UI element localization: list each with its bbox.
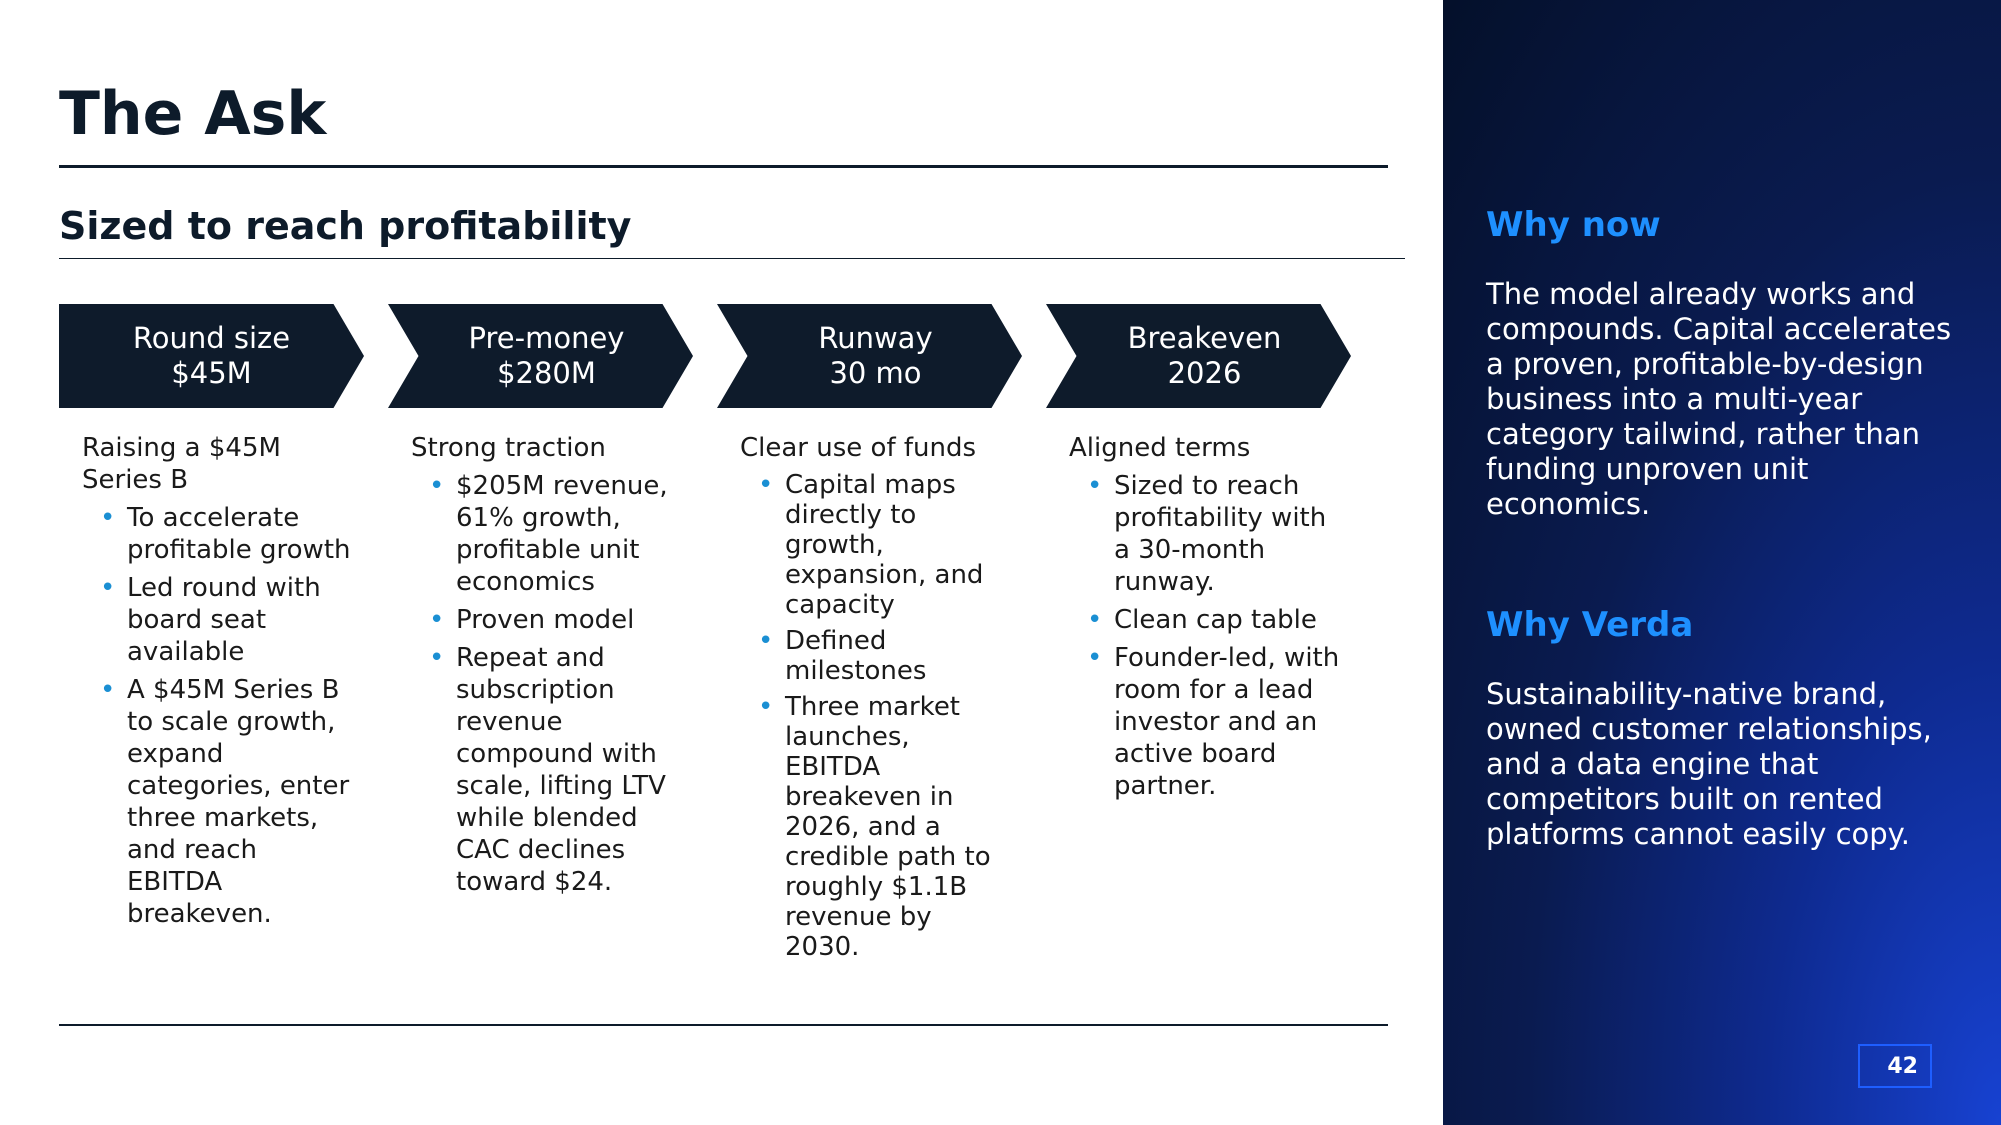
column-heading: Clear use of funds xyxy=(740,433,977,463)
list-item: Three market launches, EBITDA breakeven … xyxy=(740,692,1012,962)
list-item: Led round with board seat available xyxy=(82,572,354,668)
chevron-value: 2026 xyxy=(1167,356,1242,390)
chevron-label: Breakeven xyxy=(1127,321,1282,355)
chevron-label: Pre-money xyxy=(468,321,625,355)
chevron-pre-money: Pre-money $280M xyxy=(388,304,693,408)
list-item: Repeat and subscription revenue compound… xyxy=(411,642,683,898)
column-heading: Strong traction xyxy=(411,433,606,463)
chevron-round-size: Round size $45M xyxy=(59,304,364,408)
list-item: Founder-led, with room for a lead invest… xyxy=(1069,642,1341,802)
column-runway: Clear use of funds Capital maps directly… xyxy=(740,432,1012,968)
list-item: To accelerate profitable growth xyxy=(82,502,354,566)
why-now-heading: Why now xyxy=(1486,205,1661,245)
list-item: Capital maps directly to growth, expansi… xyxy=(740,470,1012,620)
list-item: Clean cap table xyxy=(1069,604,1341,636)
list-item: Defined milestones xyxy=(740,626,1012,686)
why-verda-heading: Why Verda xyxy=(1486,605,1694,645)
column-heading: Aligned terms xyxy=(1069,433,1251,463)
why-verda-text: Sustainability-native brand, owned custo… xyxy=(1486,677,1932,851)
title-divider xyxy=(59,165,1388,168)
chevron-value: 30 mo xyxy=(829,356,922,390)
chevron-label: Round size xyxy=(132,321,291,355)
list-item: A $45M Series B to scale growth, expand … xyxy=(82,674,354,930)
chevron-runway: Runway 30 mo xyxy=(717,304,1022,408)
slide-title: The Ask xyxy=(59,79,327,149)
list-item: Proven model xyxy=(411,604,683,636)
chevron-value: $45M xyxy=(171,356,252,390)
footer-divider xyxy=(59,1024,1388,1026)
side-panel: Why now The model already works and comp… xyxy=(1443,0,2001,1125)
why-now-text: The model already works and compounds. C… xyxy=(1486,277,1952,521)
subtitle-divider xyxy=(59,258,1405,259)
column-breakeven: Aligned terms Sized to reach profitabili… xyxy=(1069,432,1341,808)
column-heading: Raising a $45M Series B xyxy=(82,433,281,495)
chevron-label: Runway xyxy=(818,321,933,355)
list-item: Sized to reach profitability with a 30-m… xyxy=(1069,470,1341,598)
slide-subtitle: Sized to reach profitability xyxy=(59,204,632,248)
chevron-value: $280M xyxy=(497,356,596,390)
column-round-size: Raising a $45M Series B To accelerate pr… xyxy=(82,432,354,936)
page-number-badge: 42 xyxy=(1858,1044,1932,1088)
column-pre-money: Strong traction $205M revenue, 61% growt… xyxy=(411,432,683,904)
list-item: $205M revenue, 61% growth, profitable un… xyxy=(411,470,683,598)
chevron-breakeven: Breakeven 2026 xyxy=(1046,304,1351,408)
